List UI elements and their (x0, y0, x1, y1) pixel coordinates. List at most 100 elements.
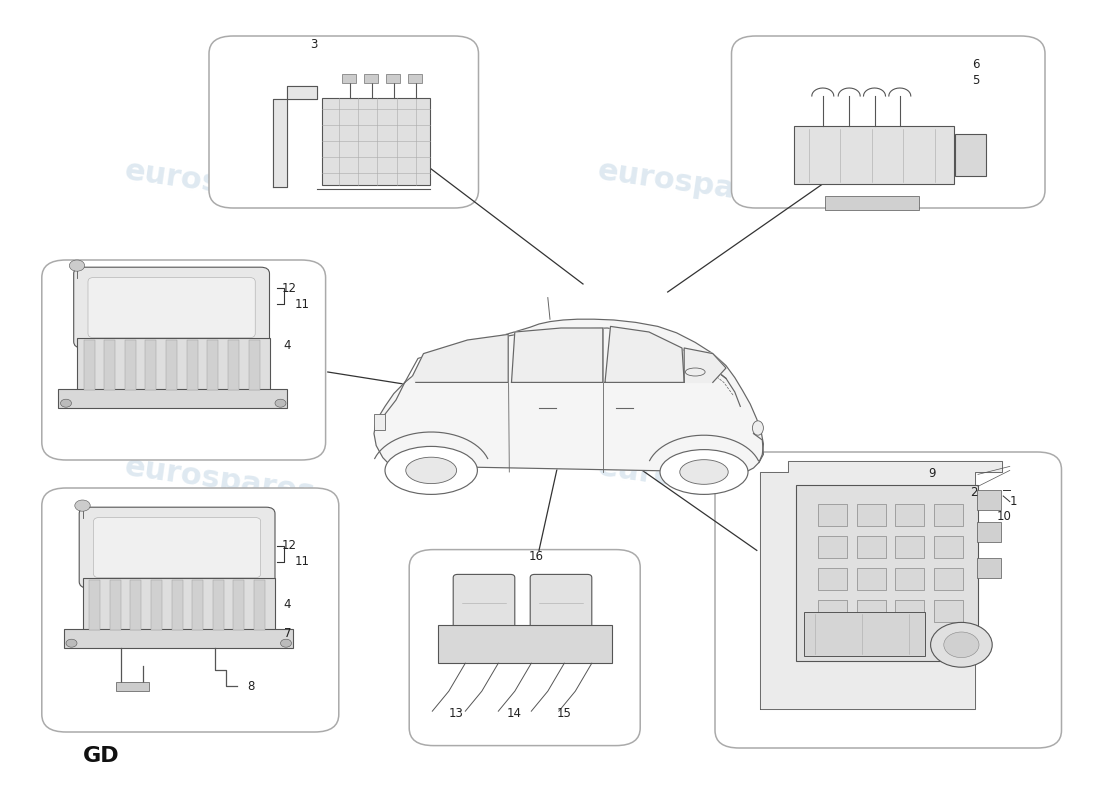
Circle shape (280, 639, 292, 647)
Text: 11: 11 (295, 298, 310, 310)
Bar (857, 536, 886, 558)
Bar (364, 74, 378, 83)
FancyBboxPatch shape (530, 574, 592, 630)
Text: eurospares: eurospares (123, 156, 317, 212)
FancyBboxPatch shape (209, 36, 478, 208)
Bar (955, 134, 986, 176)
Bar (84, 340, 95, 390)
Bar (857, 600, 886, 622)
Bar (977, 522, 1001, 542)
Bar (228, 340, 239, 390)
FancyBboxPatch shape (715, 452, 1062, 748)
Circle shape (60, 399, 72, 407)
Ellipse shape (680, 460, 728, 484)
Bar (249, 340, 260, 390)
Text: 7: 7 (284, 627, 292, 640)
Polygon shape (273, 86, 317, 187)
Text: 12: 12 (282, 282, 297, 294)
Bar (89, 580, 100, 630)
Bar (151, 580, 162, 630)
Circle shape (75, 500, 90, 511)
Text: 5: 5 (972, 74, 980, 86)
FancyBboxPatch shape (79, 507, 275, 588)
Polygon shape (512, 328, 603, 382)
Bar (804, 612, 925, 656)
Bar (116, 682, 148, 691)
Text: 13: 13 (449, 707, 464, 720)
Bar (342, 74, 356, 83)
Bar (58, 389, 287, 408)
Bar (207, 340, 218, 390)
Bar (386, 74, 400, 83)
FancyBboxPatch shape (453, 574, 515, 630)
Bar (166, 340, 177, 390)
Bar (110, 580, 121, 630)
Bar (818, 568, 847, 590)
Bar (192, 580, 204, 630)
Bar (857, 568, 886, 590)
Circle shape (275, 399, 286, 407)
Bar (438, 625, 612, 663)
Bar (233, 580, 244, 630)
Text: 4: 4 (284, 598, 292, 610)
Polygon shape (605, 326, 684, 382)
Bar (934, 504, 962, 526)
Circle shape (69, 260, 85, 271)
Bar (818, 504, 847, 526)
Bar (818, 600, 847, 622)
Bar (857, 504, 886, 526)
Circle shape (931, 622, 992, 667)
Bar (82, 578, 275, 632)
Bar (895, 504, 924, 526)
Bar (977, 558, 1001, 578)
Text: 6: 6 (972, 58, 980, 70)
Bar (934, 600, 962, 622)
Bar (374, 414, 385, 430)
Circle shape (66, 639, 77, 647)
Bar (895, 536, 924, 558)
Bar (825, 196, 918, 210)
Text: 1: 1 (1010, 495, 1018, 508)
Text: 14: 14 (506, 707, 521, 720)
Text: eurospares: eurospares (596, 452, 790, 508)
FancyBboxPatch shape (732, 36, 1045, 208)
Text: eurospares: eurospares (123, 452, 317, 508)
Bar (64, 629, 293, 648)
Text: 9: 9 (928, 467, 936, 480)
Bar (131, 580, 142, 630)
Bar (77, 338, 270, 392)
Bar (145, 340, 156, 390)
Text: 11: 11 (295, 555, 310, 568)
Text: 15: 15 (557, 707, 572, 720)
Bar (895, 600, 924, 622)
Ellipse shape (406, 458, 456, 483)
Bar (254, 580, 265, 630)
Polygon shape (412, 334, 508, 382)
Polygon shape (684, 348, 726, 382)
Bar (187, 340, 198, 390)
FancyBboxPatch shape (42, 488, 339, 732)
Ellipse shape (752, 421, 763, 435)
Text: 8: 8 (248, 680, 255, 693)
Bar (934, 568, 962, 590)
Bar (895, 568, 924, 590)
FancyBboxPatch shape (74, 267, 270, 348)
Text: 10: 10 (997, 510, 1012, 522)
Bar (977, 490, 1001, 510)
Bar (794, 126, 954, 184)
Ellipse shape (385, 446, 477, 494)
FancyBboxPatch shape (94, 518, 261, 578)
Circle shape (944, 632, 979, 658)
Text: 12: 12 (282, 539, 297, 552)
Bar (796, 485, 978, 661)
Bar (104, 340, 116, 390)
Text: 3: 3 (310, 38, 318, 50)
FancyBboxPatch shape (409, 550, 640, 746)
Bar (818, 536, 847, 558)
Ellipse shape (660, 450, 748, 494)
FancyBboxPatch shape (88, 278, 255, 338)
Bar (322, 98, 430, 185)
Bar (125, 340, 136, 390)
Text: GD: GD (82, 746, 119, 766)
FancyBboxPatch shape (42, 260, 326, 460)
